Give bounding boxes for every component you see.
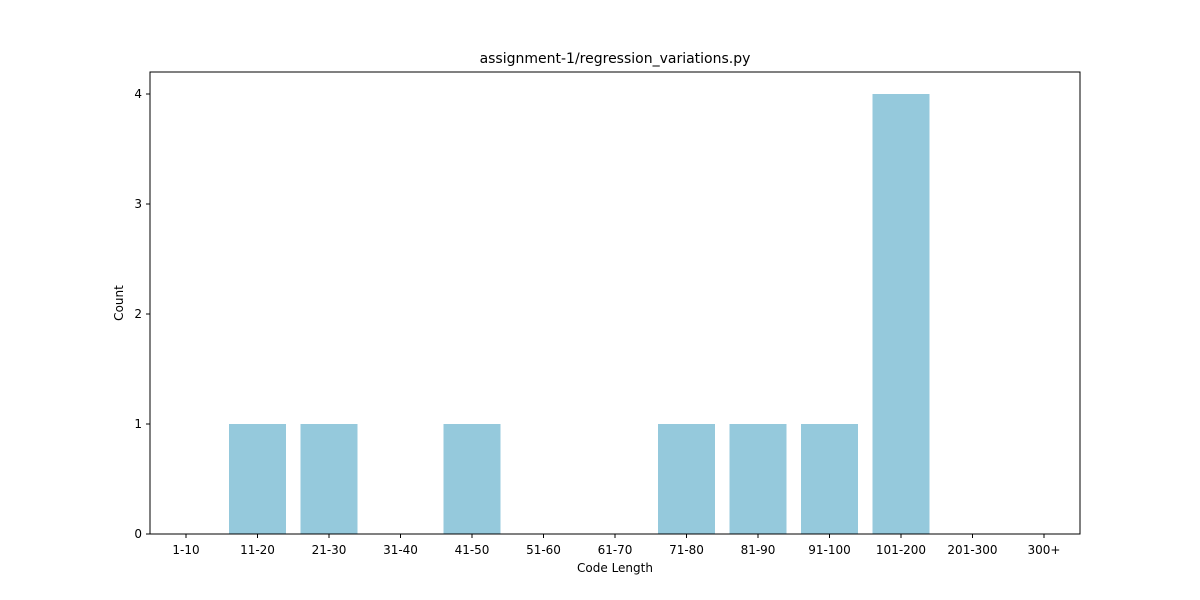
x-tick-label: 300+ [1028,543,1061,557]
chart-title: assignment-1/regression_variations.py [480,51,751,67]
x-tick-label: 1-10 [172,543,199,557]
y-tick-label: 2 [134,307,142,321]
x-tick-label: 51-60 [526,543,561,557]
x-axis-label: Code Length [577,561,653,575]
bar-21-30 [300,424,358,534]
bar-101-200 [872,94,930,534]
x-tick-label: 101-200 [876,543,926,557]
x-tick-label: 61-70 [598,543,633,557]
x-axis-ticks: 1-10 11-20 21-30 31-40 41-50 51-60 61-70 71-80 8… [172,534,1060,557]
bars-group [229,94,930,534]
x-tick-label: 201-300 [947,543,997,557]
x-tick-label: 91-100 [808,543,851,557]
y-tick-label: 4 [134,87,142,101]
y-tick-label: 3 [134,197,142,211]
x-tick-label: 81-90 [741,543,776,557]
x-tick-label: 11-20 [240,543,275,557]
bar-11-20 [229,424,286,534]
x-tick-label: 21-30 [312,543,347,557]
y-tick-label: 0 [134,527,142,541]
bar-91-100 [801,424,858,534]
bar-41-50 [443,424,501,534]
x-tick-label: 41-50 [455,543,490,557]
bar-81-90 [729,424,787,534]
y-tick-label: 1 [134,417,142,431]
x-tick-label: 71-80 [669,543,704,557]
y-axis-label: Count [112,285,126,321]
y-axis-ticks: 0 1 2 3 4 [134,87,150,541]
x-tick-label: 31-40 [383,543,418,557]
bar-71-80 [658,424,715,534]
